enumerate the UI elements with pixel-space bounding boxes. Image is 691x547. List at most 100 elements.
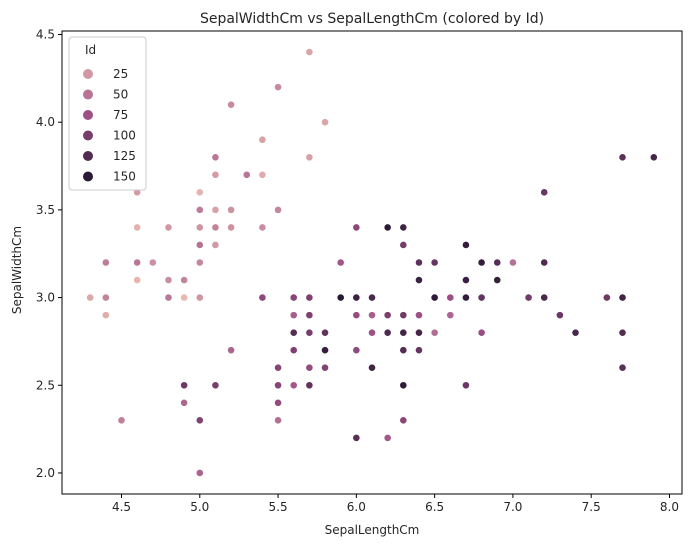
data-point bbox=[195, 416, 204, 425]
data-point bbox=[368, 311, 376, 320]
data-point bbox=[258, 170, 267, 179]
y-axis-label: SepalWidthCm bbox=[10, 226, 24, 314]
data-point bbox=[352, 293, 361, 302]
data-point bbox=[211, 205, 220, 214]
data-point bbox=[305, 381, 314, 390]
y-tick-label: 3.5 bbox=[36, 203, 55, 217]
data-point bbox=[446, 311, 455, 320]
data-point bbox=[415, 276, 423, 284]
data-point bbox=[305, 293, 314, 302]
data-point bbox=[415, 258, 423, 267]
data-point bbox=[164, 223, 173, 232]
data-point bbox=[195, 293, 204, 302]
data-point bbox=[195, 469, 204, 477]
data-point bbox=[305, 363, 314, 372]
data-point bbox=[540, 293, 549, 302]
data-point bbox=[274, 416, 282, 425]
legend-marker bbox=[83, 110, 93, 120]
data-point bbox=[180, 276, 189, 284]
y-tick-label: 4.0 bbox=[36, 115, 55, 129]
data-point bbox=[477, 328, 486, 337]
data-point bbox=[415, 346, 423, 355]
data-point bbox=[509, 258, 517, 267]
data-point bbox=[352, 346, 361, 355]
data-point bbox=[368, 363, 376, 372]
data-point bbox=[164, 276, 173, 284]
legend-label: 75 bbox=[113, 108, 128, 122]
data-point bbox=[274, 83, 282, 92]
data-point bbox=[180, 293, 189, 302]
data-point bbox=[258, 293, 267, 302]
data-point bbox=[618, 293, 627, 302]
data-point bbox=[383, 223, 392, 232]
data-point bbox=[242, 170, 251, 179]
data-point bbox=[415, 328, 423, 337]
data-point bbox=[336, 293, 345, 302]
x-tick-label: 7.0 bbox=[503, 500, 522, 514]
data-point bbox=[352, 311, 361, 320]
plot-frame bbox=[61, 30, 683, 495]
data-point bbox=[540, 188, 549, 197]
data-point bbox=[368, 328, 376, 337]
points-layer bbox=[86, 48, 658, 477]
data-point bbox=[195, 188, 204, 197]
data-point bbox=[493, 276, 502, 284]
x-tick-label: 4.5 bbox=[112, 500, 131, 514]
data-point bbox=[227, 205, 235, 214]
data-point bbox=[430, 293, 439, 302]
data-point bbox=[336, 258, 345, 267]
data-point bbox=[305, 153, 314, 162]
data-point bbox=[133, 258, 142, 267]
data-point bbox=[211, 241, 220, 249]
data-point bbox=[462, 276, 470, 284]
data-point bbox=[211, 153, 220, 162]
data-point bbox=[164, 293, 173, 302]
x-tick-label: 7.5 bbox=[582, 500, 601, 514]
data-point bbox=[524, 293, 533, 302]
data-point bbox=[195, 258, 204, 267]
data-point bbox=[274, 205, 282, 214]
data-point bbox=[305, 311, 314, 320]
legend-title: Id bbox=[85, 43, 96, 57]
legend-marker bbox=[83, 171, 93, 182]
axes: 4.5 5.0 5.5 6.0 6.5 7.0 7.5 8.0 2.0 2.5 3.0 3.5 4.0 4… bbox=[36, 28, 683, 514]
data-point bbox=[258, 135, 267, 144]
x-tick-label: 8.0 bbox=[660, 500, 679, 514]
data-point bbox=[148, 258, 157, 267]
legend-frame bbox=[68, 36, 147, 191]
data-point bbox=[383, 328, 392, 337]
data-point bbox=[540, 258, 549, 267]
data-point bbox=[430, 258, 439, 267]
data-point bbox=[571, 328, 580, 337]
data-point bbox=[399, 328, 408, 337]
data-point bbox=[399, 416, 408, 425]
legend: Id 25 50 75 100 125 150 bbox=[68, 36, 147, 191]
data-point bbox=[321, 328, 329, 337]
data-point bbox=[180, 381, 189, 390]
data-point bbox=[180, 398, 189, 407]
data-point bbox=[555, 311, 564, 320]
x-tick-label: 6.0 bbox=[347, 500, 366, 514]
data-point bbox=[227, 100, 235, 109]
data-point bbox=[618, 153, 627, 162]
data-point bbox=[399, 241, 408, 249]
data-point bbox=[602, 293, 611, 302]
data-point bbox=[274, 363, 282, 372]
data-point bbox=[211, 170, 220, 179]
data-point bbox=[274, 381, 282, 390]
legend-marker bbox=[83, 151, 93, 161]
data-point bbox=[258, 223, 267, 232]
y-tick-label: 2.0 bbox=[36, 466, 55, 480]
data-point bbox=[368, 293, 376, 302]
data-point bbox=[462, 241, 470, 249]
data-point bbox=[101, 293, 110, 302]
data-point bbox=[86, 293, 95, 302]
legend-marker bbox=[83, 89, 93, 100]
legend-label: 50 bbox=[113, 88, 128, 102]
data-point bbox=[493, 258, 502, 267]
legend-label: 25 bbox=[113, 67, 128, 81]
data-point bbox=[399, 381, 408, 390]
data-point bbox=[399, 223, 408, 232]
data-point bbox=[133, 223, 142, 232]
data-point bbox=[352, 223, 361, 232]
